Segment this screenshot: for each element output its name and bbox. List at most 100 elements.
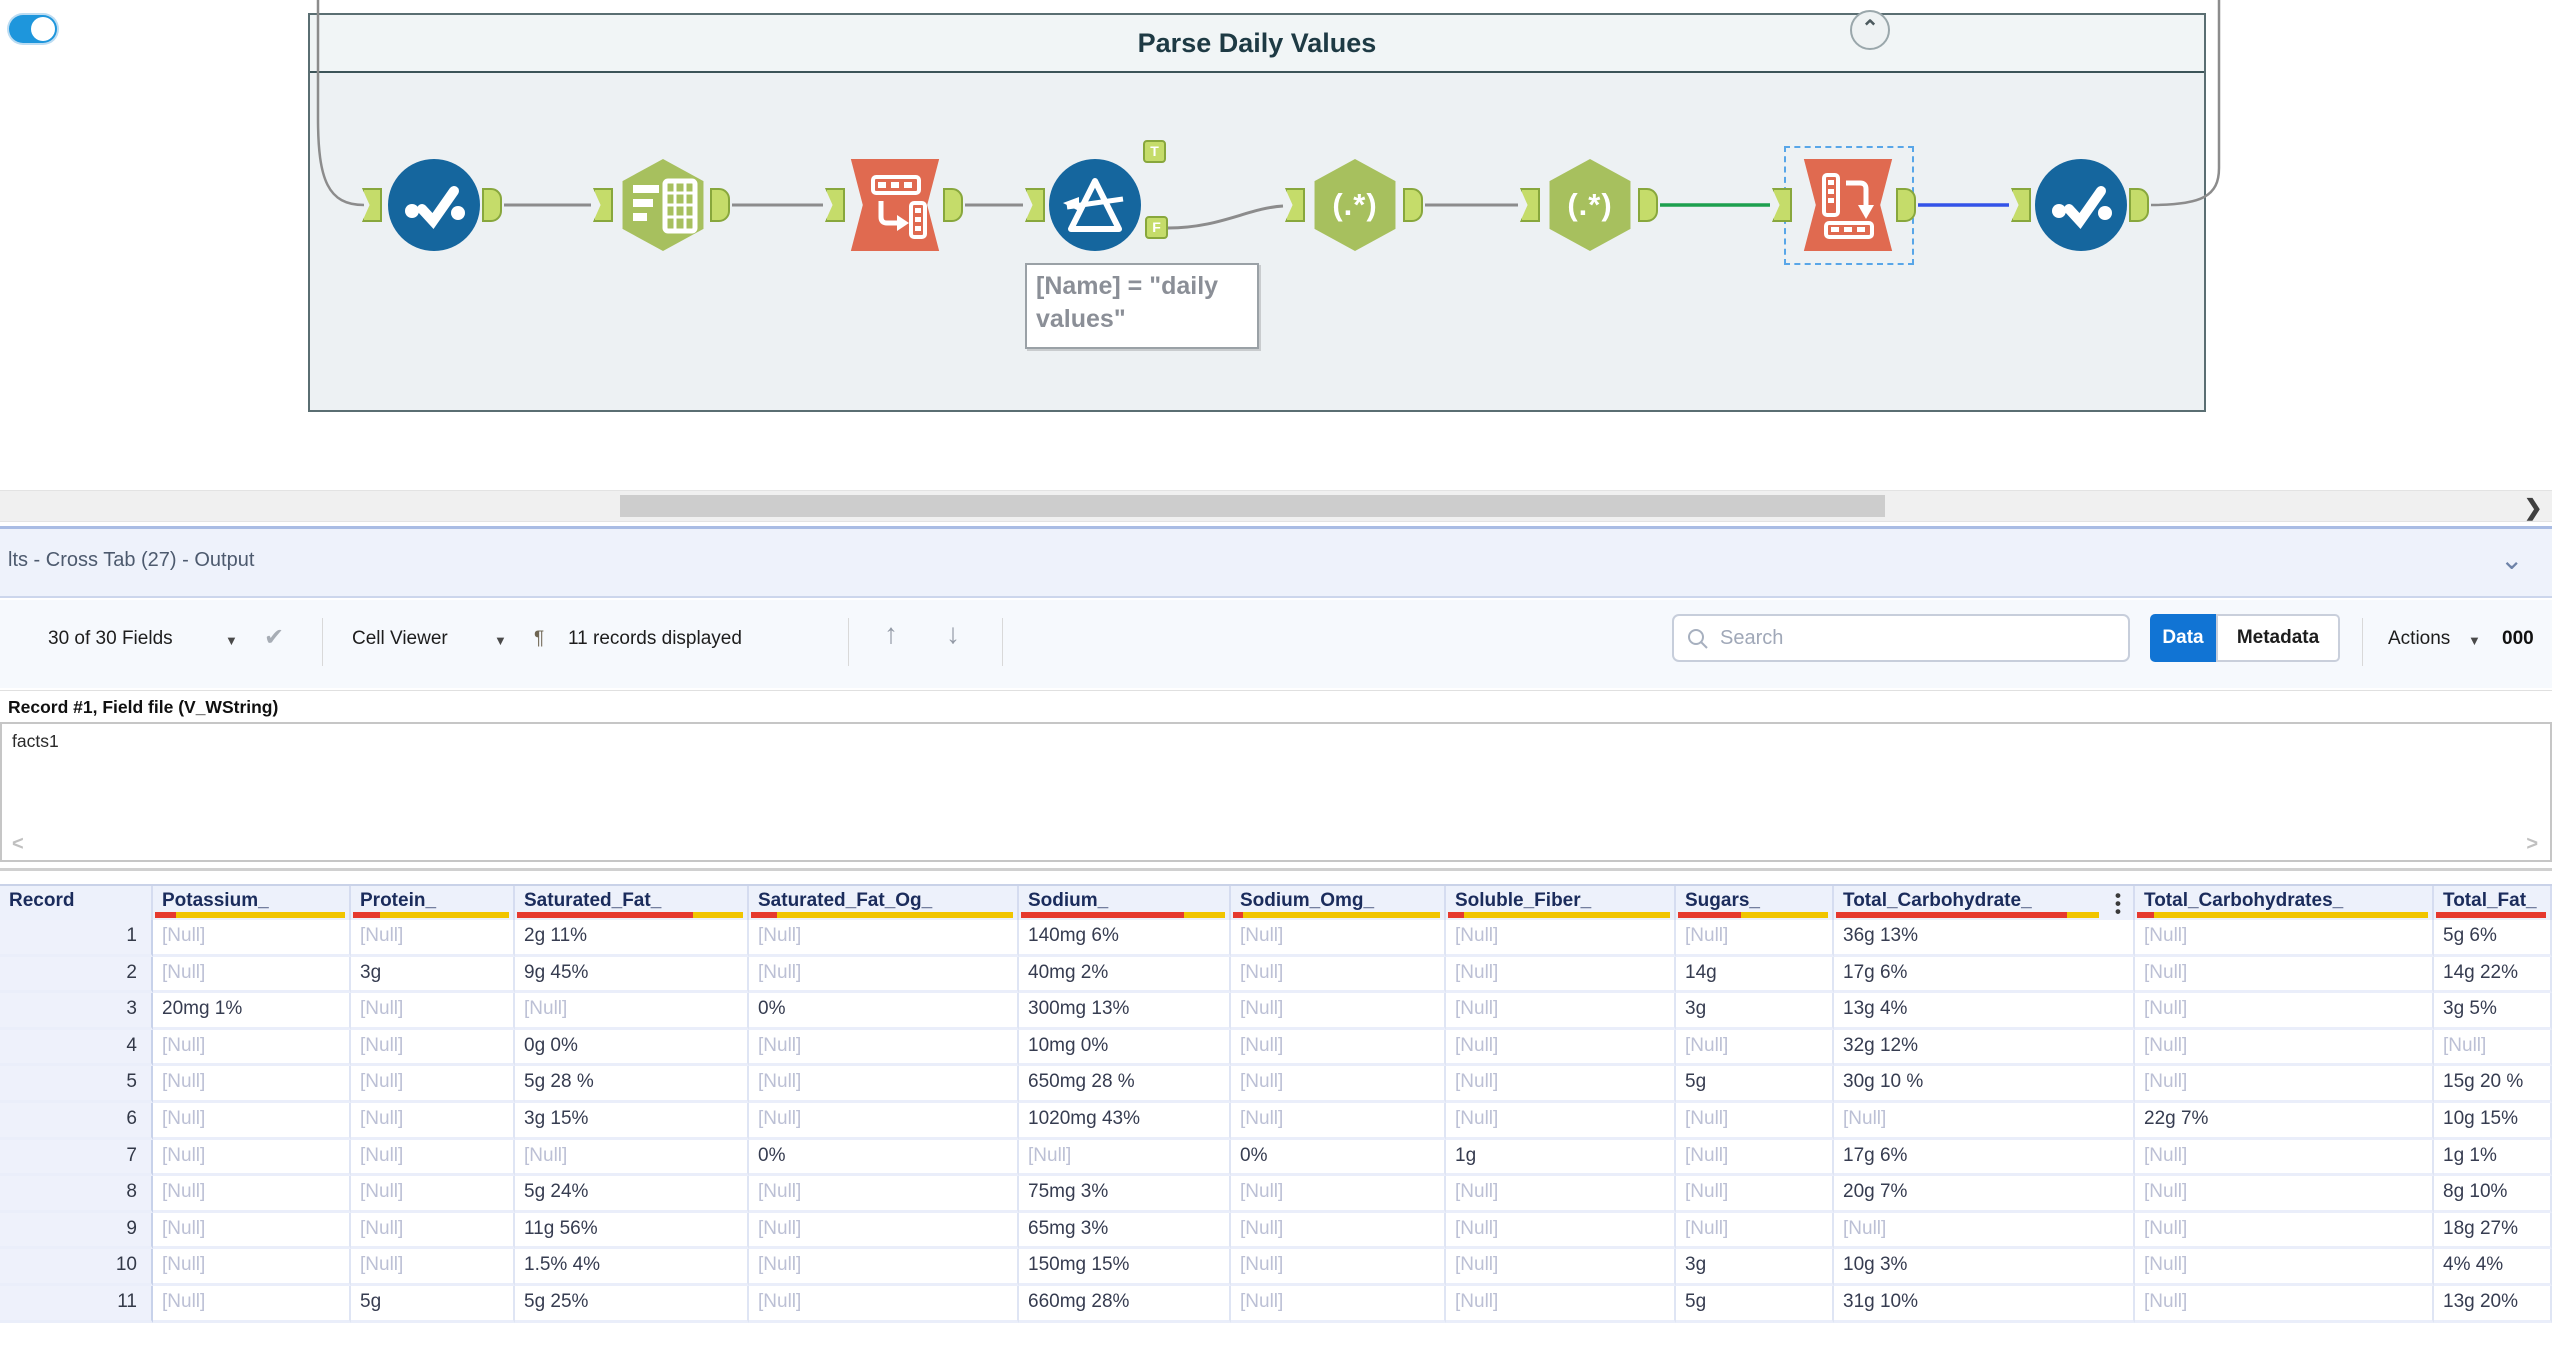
filter-true-port[interactable]: T [1143,140,1166,163]
record-number-cell[interactable]: 1 [0,920,153,957]
data-cell[interactable]: [Null] [1446,1213,1676,1250]
record-number-cell[interactable]: 7 [0,1140,153,1177]
column-header-soluble_fiber[interactable]: Soluble_Fiber_ [1446,886,1676,920]
tool2-output-anchor[interactable] [710,188,730,222]
record-number-cell[interactable]: 4 [0,1030,153,1067]
data-cell[interactable]: [Null] [2135,1066,2434,1103]
record-number-cell[interactable]: 6 [0,1103,153,1140]
data-cell[interactable]: 5g [351,1286,515,1323]
column-header-saturated_fat_og[interactable]: Saturated_Fat_Og_ [749,886,1019,920]
data-cell[interactable]: [Null] [1446,1286,1676,1323]
data-cell[interactable]: [Null] [749,1249,1019,1286]
data-cell[interactable]: [Null] [1231,1286,1446,1323]
more-options[interactable]: 000 [2502,628,2534,650]
data-cell[interactable]: [Null] [515,1140,749,1177]
data-cell[interactable]: [Null] [351,920,515,957]
data-cell[interactable]: 75mg 3% [1019,1176,1231,1213]
data-cell[interactable]: [Null] [1446,1176,1676,1213]
record-number-cell[interactable]: 2 [0,957,153,994]
data-cell[interactable]: 10g 3% [1834,1249,2135,1286]
data-cell[interactable]: [Null] [1446,920,1676,957]
regex1-output-anchor[interactable] [1403,188,1423,222]
filter-false-port[interactable]: F [1145,216,1168,239]
data-cell[interactable]: [Null] [1446,1249,1676,1286]
data-cell[interactable]: [Null] [1019,1140,1231,1177]
data-cell[interactable]: 36g 13% [1834,920,2135,957]
data-cell[interactable]: 14g 22% [2434,957,2552,994]
caret-down-icon[interactable]: ▼ [2468,633,2481,648]
data-cell[interactable]: [Null] [153,1286,351,1323]
data-cell[interactable]: [Null] [351,993,515,1030]
data-cell[interactable]: [Null] [1231,920,1446,957]
data-cell[interactable]: [Null] [749,1066,1019,1103]
data-cell[interactable]: 300mg 13% [1019,993,1231,1030]
data-cell[interactable]: [Null] [153,920,351,957]
data-cell[interactable]: [Null] [2135,1176,2434,1213]
column-header-sodium[interactable]: Sodium_ [1019,886,1231,920]
data-cell[interactable]: [Null] [1834,1213,2135,1250]
record-number-cell[interactable]: 5 [0,1066,153,1103]
data-cell[interactable]: [Null] [749,1286,1019,1323]
scrollbar-thumb[interactable] [620,495,1885,517]
data-cell[interactable]: [Null] [2135,1249,2434,1286]
data-cell[interactable]: [Null] [1676,1140,1834,1177]
data-cell[interactable]: [Null] [2135,1030,2434,1067]
data-cell[interactable]: 13g 20% [2434,1286,2552,1323]
data-cell[interactable]: 5g 6% [2434,920,2552,957]
data-cell[interactable]: [Null] [749,1030,1019,1067]
data-cell[interactable]: 3g [1676,993,1834,1030]
data-cell[interactable]: 0g 0% [515,1030,749,1067]
data-cell[interactable]: 10g 15% [2434,1103,2552,1140]
data-cell[interactable]: [Null] [2135,1213,2434,1250]
tool8-output-anchor[interactable] [2129,188,2149,222]
data-cell[interactable]: 4% 4% [2434,1249,2552,1286]
data-cell[interactable]: [Null] [351,1213,515,1250]
regex2-output-anchor[interactable] [1638,188,1658,222]
data-cell[interactable]: 30g 10 % [1834,1066,2135,1103]
data-cell[interactable]: [Null] [2135,920,2434,957]
data-cell[interactable]: 660mg 28% [1019,1286,1231,1323]
data-cell[interactable]: 10mg 0% [1019,1030,1231,1067]
data-cell[interactable]: [Null] [2135,1140,2434,1177]
data-cell[interactable]: [Null] [153,1066,351,1103]
column-header-total_carbohydrate[interactable]: Total_Carbohydrate_••• [1834,886,2135,920]
data-cell[interactable]: 20g 7% [1834,1176,2135,1213]
data-cell[interactable]: [Null] [2135,1286,2434,1323]
search-input[interactable]: Search [1672,614,2130,662]
data-cell[interactable]: 11g 56% [515,1213,749,1250]
cell-viewer-dropdown[interactable]: Cell Viewer [352,628,448,650]
data-cell[interactable]: [Null] [749,1176,1019,1213]
data-cell[interactable]: [Null] [515,993,749,1030]
unique-tool-2[interactable] [2035,159,2127,251]
data-cell[interactable]: [Null] [153,1213,351,1250]
data-cell[interactable]: [Null] [1231,1066,1446,1103]
data-cell[interactable]: [Null] [749,920,1019,957]
data-cell[interactable]: 2g 11% [515,920,749,957]
metadata-tab-button[interactable]: Metadata [2216,614,2340,662]
data-cell[interactable]: [Null] [351,1140,515,1177]
data-cell[interactable]: [Null] [2135,957,2434,994]
data-cell[interactable]: 18g 27% [2434,1213,2552,1250]
data-cell[interactable]: [Null] [1446,1103,1676,1140]
column-header-potassium[interactable]: Potassium_ [153,886,351,920]
data-cell[interactable]: [Null] [351,1030,515,1067]
data-cell[interactable]: 15g 20 % [2434,1066,2552,1103]
data-cell[interactable]: [Null] [1231,1176,1446,1213]
apply-check-icon[interactable]: ✔ [264,623,284,652]
data-cell[interactable]: 22g 7% [2135,1103,2434,1140]
scroll-down-icon[interactable]: ↓ [946,618,960,650]
crosstab-tool[interactable] [1802,159,1894,251]
data-cell[interactable]: [Null] [1676,1213,1834,1250]
data-cell[interactable]: [Null] [749,1103,1019,1140]
data-cell[interactable]: 150mg 15% [1019,1249,1231,1286]
data-cell[interactable]: 9g 45% [515,957,749,994]
column-header-total_fat[interactable]: Total_Fat_ [2434,886,2552,920]
scroll-right-icon[interactable]: ❯ [2524,495,2542,521]
container-enable-toggle[interactable] [9,15,57,43]
cell-viewer-scroll-left-icon[interactable]: < [12,833,24,856]
cell-viewer-panel[interactable]: facts1 < > [0,722,2552,862]
data-cell[interactable]: [Null] [153,1103,351,1140]
data-cell[interactable]: [Null] [1446,1066,1676,1103]
data-cell[interactable]: 17g 6% [1834,1140,2135,1177]
data-cell[interactable]: 5g 24% [515,1176,749,1213]
